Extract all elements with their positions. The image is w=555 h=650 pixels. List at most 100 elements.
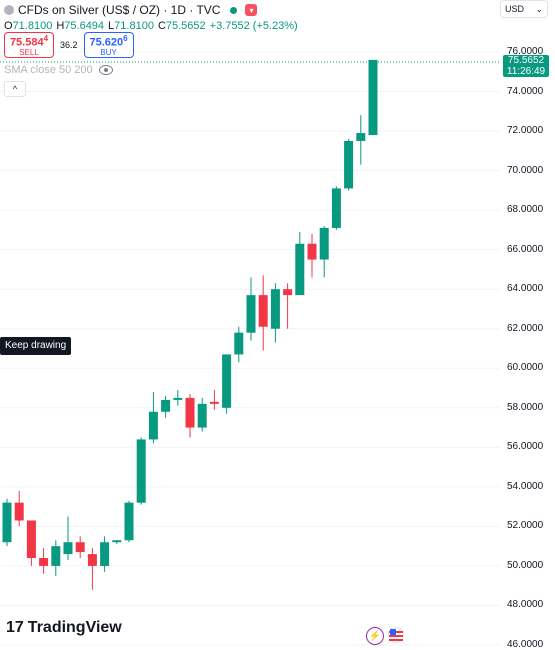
candle [185,393,195,438]
price-axis-label: 54.0000 [507,480,544,492]
candle [148,391,158,444]
symbol-icon [4,5,14,15]
tradingview-logo-icon: 17 [6,619,24,636]
news-badge-icon[interactable]: ▾ [245,4,258,16]
high-label: H [56,20,65,32]
candle-body [185,397,195,428]
candle-body [307,243,317,260]
sell-label: SELL [19,48,39,58]
price-axis-label: 56.0000 [507,441,544,453]
price-axis-label: 60.0000 [507,362,544,374]
price-axis-label: 64.0000 [507,283,544,295]
last-price-value: 75.5652 [507,55,545,66]
chevron-down-icon: ⌄ [535,3,543,14]
candle-body [319,227,329,260]
price-axis-label: 72.0000 [507,125,544,137]
candle [112,540,122,545]
candle [283,283,293,329]
candle [124,500,134,543]
candle [307,233,317,278]
price-axis-label: 68.0000 [507,204,544,216]
candle-body [295,243,305,296]
tradingview-wordmark: TradingView [27,619,122,636]
currency-select[interactable]: USD ⌄ [500,0,548,18]
sell-button[interactable]: 75.5844 SELL [4,32,54,58]
candle-body [356,133,366,141]
candle-body [112,540,122,543]
candle-body [14,502,24,521]
candle [100,536,110,572]
candle [26,520,36,566]
price-axis-label: 66.0000 [507,243,544,255]
candle [173,390,183,406]
close-label: C [157,20,166,32]
eye-icon[interactable] [98,65,113,75]
high-value: 75.6494 [64,20,105,32]
sell-price-sup: 4 [43,33,49,43]
candle [39,548,49,574]
lightning-icon[interactable]: ⚡ [366,627,384,645]
spread-value: 36.2 [60,40,78,50]
candle-body [222,354,232,408]
candle-body [283,289,293,296]
candle [319,225,329,278]
keep-drawing-tooltip[interactable]: Keep drawing [0,337,72,355]
candle-body [136,439,146,503]
candle-body [100,542,110,566]
buy-price-sup: 6 [123,33,128,43]
candle [258,275,268,351]
buy-button[interactable]: 75.6206 BUY [83,32,134,58]
low-label: L [108,20,115,32]
candle-body [209,401,219,404]
candle-body [124,502,134,541]
candle-body [331,188,341,228]
candle [246,277,256,341]
candle [222,354,232,414]
candle [51,540,61,576]
tradingview-logo[interactable]: 17 TradingView [6,619,122,637]
candle-body [258,295,268,327]
candle-body [51,546,61,566]
price-axis-label: 62.0000 [507,322,544,334]
legend-title-row: CFDs on Silver (US$ / OZ) · 1D · TVC ▾ [4,2,298,18]
candle-body [75,542,85,553]
candle [161,395,171,418]
candle-body [26,520,36,559]
candle [197,397,207,432]
candle-body [197,403,207,428]
candle-body [2,502,12,543]
price-axis-label: 74.0000 [507,85,544,97]
currency-value: USD [505,4,525,14]
change-value: +3.7552 (+5.23%) [209,20,298,32]
candle-body [161,399,171,412]
candle-body [148,411,158,440]
price-axis-label: 52.0000 [507,520,544,532]
candle-body [173,397,183,400]
candle-body [368,59,378,136]
candle [356,115,366,165]
candle [331,186,341,230]
collapse-legend-button[interactable]: ^ [4,81,26,97]
candle-body [270,289,280,329]
chart-legend: CFDs on Silver (US$ / OZ) · 1D · TVC ▾ O… [4,2,298,34]
sell-price: 75.584 [9,36,44,49]
low-value: 71.8100 [114,20,154,32]
trade-panel: 75.5844 SELL 36.2 75.6206 BUY [4,32,134,58]
market-status-icon[interactable] [230,6,238,14]
candle-body [87,554,97,566]
open-value: 71.8100 [12,20,53,32]
indicator-legend[interactable]: SMA close 50 200 [4,64,113,76]
candle [14,490,24,527]
ohlc-values: O71.8100 H75.6494 L71.8100 C75.5652 +3.7… [4,18,298,34]
price-axis-label: 50.0000 [507,559,544,571]
price-axis-label: 70.0000 [507,164,544,176]
symbol-title[interactable]: CFDs on Silver (US$ / OZ) · 1D · TVC [18,3,221,17]
candle [344,138,354,191]
candle [270,283,280,343]
us-flag-icon[interactable] [388,627,404,643]
close-value: 75.5652 [165,20,206,32]
candle-body [234,332,244,355]
candle-body [344,140,354,189]
candle-body [39,558,49,566]
